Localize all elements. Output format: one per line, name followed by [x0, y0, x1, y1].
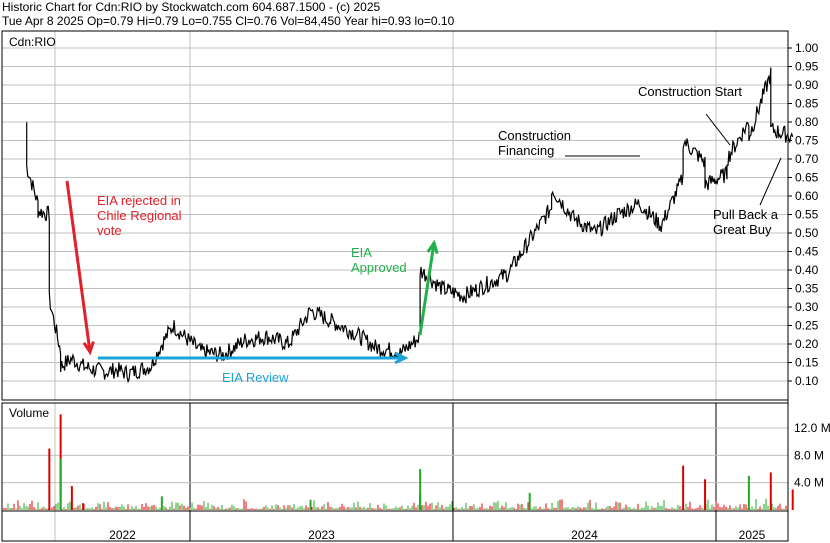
quote-summary: Tue Apr 8 2025 Op=0.79 Hi=0.79 Lo=0.755 … [2, 14, 455, 28]
price-series [26, 67, 794, 384]
price-tick-label: 0.55 [795, 208, 819, 222]
construction-financing-note: Construction Financing [498, 128, 571, 158]
eia-review-note: EIA Review [222, 370, 289, 385]
price-tick-label: 0.70 [795, 152, 819, 166]
price-tick-label: 0.50 [795, 226, 819, 240]
annotation-arrows [65, 113, 782, 365]
price-tick-label: 0.40 [795, 263, 819, 277]
price-tick-label: 0.65 [795, 171, 819, 185]
date-tick-label: 2025 [739, 528, 766, 542]
price-line [26, 67, 794, 384]
volume-gridlines [2, 403, 788, 541]
volume-axis: 12.0 M 8.0 M 4.0 M [794, 421, 830, 490]
price-tick-label: 1.00 [795, 41, 819, 55]
price-tick-label: 0.95 [795, 60, 819, 74]
eia-review-arrow-head [394, 351, 409, 365]
eia-approved-arrow [418, 242, 436, 336]
price-tick-label: 0.45 [795, 245, 819, 259]
eia-approved-note: EIA Approved [351, 245, 407, 275]
eia-rejected-arrow-head [82, 341, 95, 356]
price-tick-label: 0.80 [795, 115, 819, 129]
price-gridlines [2, 31, 788, 400]
price-tick-label: 0.30 [795, 300, 819, 314]
eia-rejected-note: EIA rejected in Chile Regional vote [97, 193, 182, 238]
construction-start-note: Construction Start [638, 84, 743, 99]
pull-back-pointer [759, 157, 782, 206]
date-tick-label: 2023 [308, 528, 335, 542]
price-tick-label: 0.15 [795, 356, 819, 370]
date-tick-label: 2024 [571, 528, 598, 542]
price-tick-label: 0.85 [795, 97, 819, 111]
price-tick-label: 0.20 [795, 337, 819, 351]
date-axis: 2022 2023 2024 2025 [109, 528, 766, 542]
price-panel-label: Cdn:RIO [9, 35, 56, 49]
chart-title: Historic Chart for Cdn:RIO by Stockwatch… [2, 0, 381, 14]
volume-tick-label: 4.0 M [794, 476, 824, 490]
price-tick-label: 0.25 [795, 319, 819, 333]
volume-tick-label: 8.0 M [794, 448, 824, 462]
price-axis: 1.00 0.95 0.90 0.85 0.80 0.75 0.70 0.65 0.60 0.55… [788, 41, 819, 388]
price-tick-label: 0.75 [795, 134, 819, 148]
pull-back-note: Pull Back a Great Buy [713, 207, 779, 237]
volume-panel-frame [1, 402, 789, 512]
construction-start-pointer [705, 113, 731, 146]
price-tick-label: 0.90 [795, 78, 819, 92]
eia-rejected-arrow [65, 180, 92, 353]
price-tick-label: 0.60 [795, 189, 819, 203]
date-tick-label: 2022 [109, 528, 136, 542]
price-tick-label: 0.10 [795, 374, 819, 388]
price-tick-label: 0.35 [795, 282, 819, 296]
volume-bars [3, 414, 794, 510]
volume-tick-label: 12.0 M [794, 421, 830, 435]
eia-approved-arrow-head [426, 239, 439, 254]
volume-panel-label: Volume [9, 406, 50, 420]
